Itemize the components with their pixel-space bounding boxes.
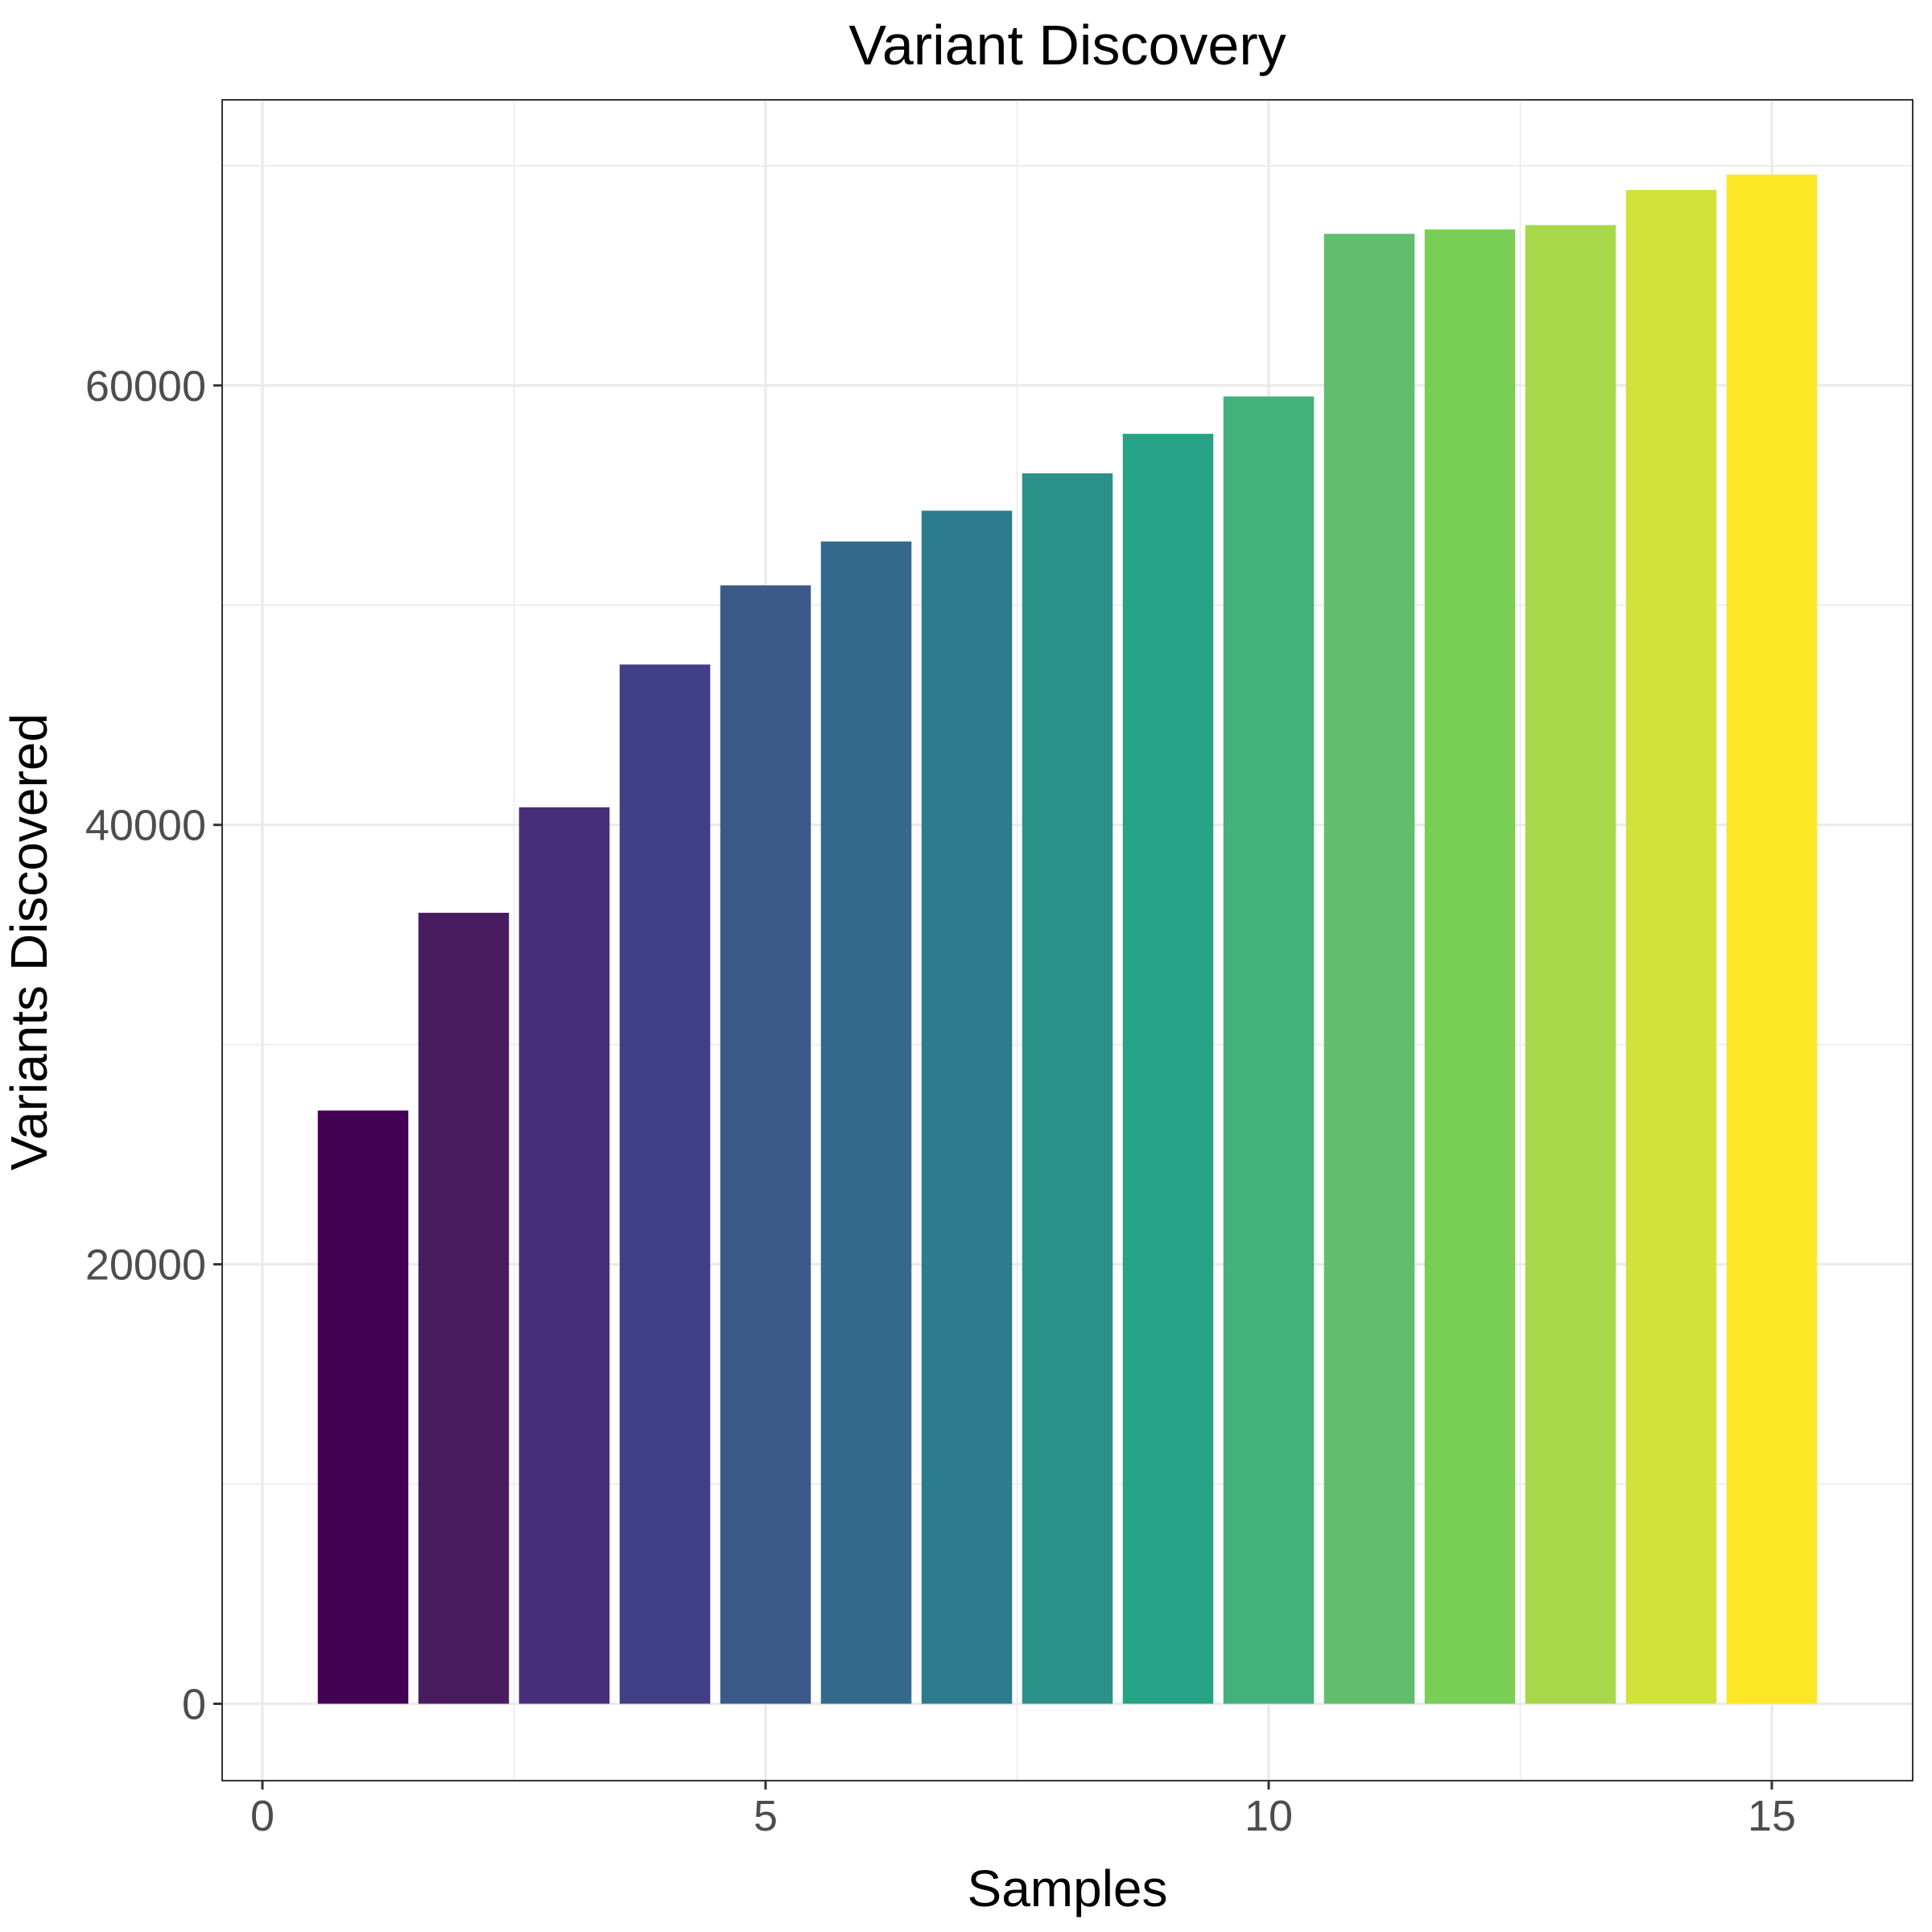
y-tick-label: 40000: [85, 802, 206, 850]
bar: [1726, 174, 1818, 1704]
x-tick-label: 10: [1245, 1792, 1293, 1840]
y-axis-title: Variants Discovered: [0, 713, 58, 1170]
bar: [418, 912, 510, 1704]
x-tick-label: 15: [1748, 1792, 1796, 1840]
x-axis-tick-labels: 0 5 10 15: [250, 1792, 1796, 1840]
bar: [1223, 396, 1315, 1704]
y-tick-label: 60000: [85, 362, 206, 411]
bar: [1525, 225, 1616, 1704]
bar: [317, 1110, 409, 1704]
bars: [317, 174, 1818, 1704]
x-tick-label: 5: [753, 1792, 778, 1840]
y-tick-label: 20000: [85, 1241, 206, 1290]
y-tick-label: 0: [182, 1680, 206, 1728]
panel-border: [221, 99, 1913, 1781]
bar: [619, 664, 711, 1704]
bar: [1323, 233, 1415, 1704]
bar: [720, 585, 811, 1704]
bar: [1424, 229, 1516, 1704]
bar: [518, 807, 610, 1704]
bar: [1625, 189, 1717, 1704]
chart-title: Variant Discovery: [848, 14, 1286, 76]
y-axis-tick-labels: 0 20000 40000 60000: [85, 362, 206, 1729]
axis-ticks: [213, 384, 1773, 1790]
bar: [820, 541, 912, 1704]
bar: [1122, 433, 1214, 1704]
x-axis-title: Samples: [968, 1860, 1168, 1918]
bar: [1022, 473, 1113, 1704]
bar: [921, 510, 1013, 1704]
x-tick-label: 0: [250, 1792, 275, 1840]
